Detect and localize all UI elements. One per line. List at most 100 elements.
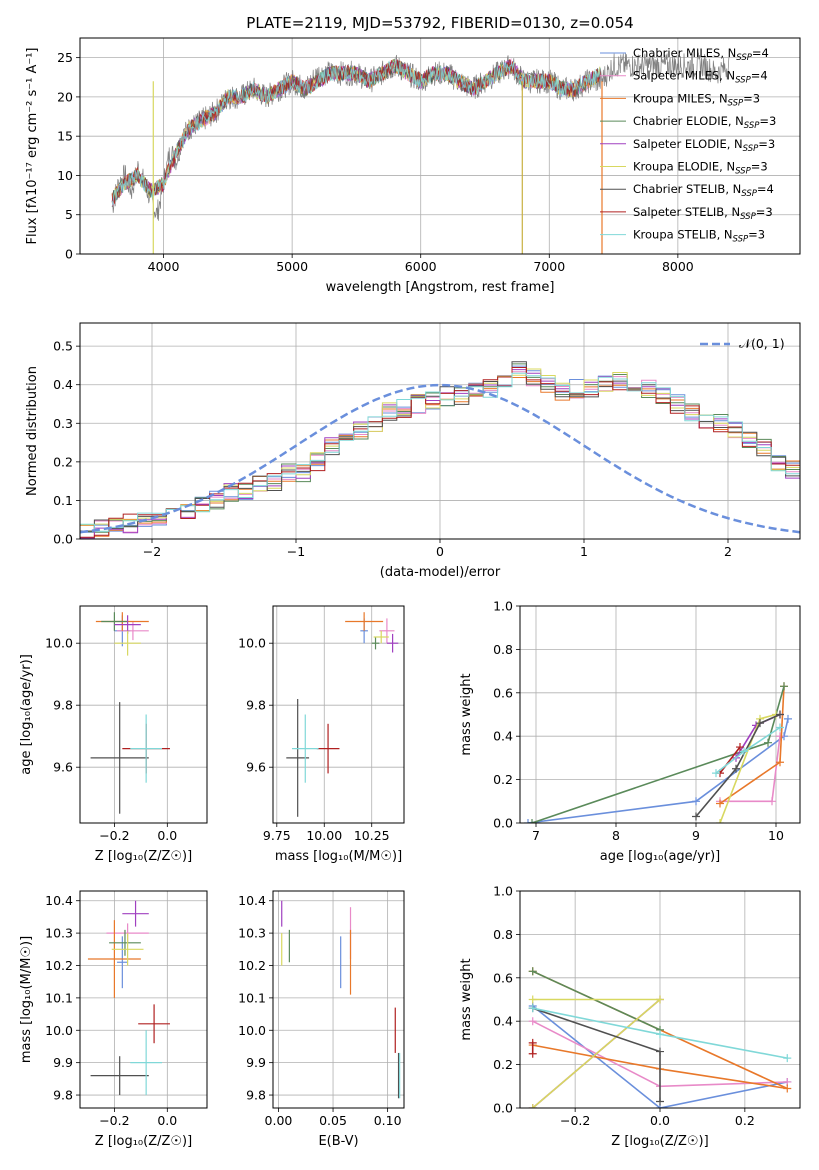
panel-mass_vs_Z: −0.2 0.0 9.8 9.9 10.0 10.1 10.2 10.3 10.4 Z [log₁… bbox=[19, 890, 208, 1149]
x-axis-label: E(B-V) bbox=[318, 1134, 358, 1149]
weight-marker bbox=[776, 758, 784, 767]
weight-marker bbox=[656, 1047, 664, 1056]
weight-marker bbox=[736, 743, 744, 752]
legend-entry: Salpeter ELODIE, NSSP=3 bbox=[633, 137, 775, 154]
legend-subscript: SSP bbox=[728, 98, 744, 108]
legend-text: =3 bbox=[751, 160, 768, 174]
weight-marker bbox=[732, 764, 740, 773]
y-tick-label: 10.1 bbox=[238, 990, 266, 1005]
weight-line bbox=[719, 746, 741, 774]
y-tick-label: 10.0 bbox=[45, 636, 73, 651]
weight-line bbox=[719, 713, 777, 823]
y-tick-label: 10.4 bbox=[45, 893, 73, 908]
legend-subscript: SSP bbox=[736, 53, 752, 63]
y-axis-label: mass weight bbox=[459, 673, 474, 755]
legend-text: Chabrier STELIB, N bbox=[633, 182, 741, 196]
plot-area bbox=[281, 900, 401, 1099]
axes-frame bbox=[79, 322, 801, 540]
y-tick-label: 9.8 bbox=[53, 1088, 73, 1103]
weight-marker bbox=[528, 1017, 537, 1026]
axes-frame bbox=[79, 605, 208, 824]
residual-histogram bbox=[80, 367, 800, 538]
y-tick-label: 9.9 bbox=[53, 1055, 73, 1070]
y-axis-label: Flux [fλ10⁻¹⁷ erg cm⁻² s⁻¹ A⁻¹] bbox=[25, 48, 40, 245]
y-tick-label: 0.4 bbox=[53, 377, 73, 392]
panel-weight_vs_age: 7 8 9 10 0.0 0.2 0.4 0.6 0.8 1.0 age [log₁₀(age/yr… bbox=[459, 599, 801, 864]
legend-entry: Kroupa MILES, NSSP=3 bbox=[633, 91, 760, 108]
legend-entry: Kroupa ELODIE, NSSP=3 bbox=[633, 160, 768, 177]
panel-residuals: −2 −1 0 1 2 0.0 0.1 0.2 0.3 0.4 0.5 (data-model)/er… bbox=[25, 322, 801, 580]
weight-marker bbox=[524, 819, 532, 823]
plot-area bbox=[87, 900, 170, 1096]
plot-area bbox=[80, 361, 800, 539]
y-tick-label: 0 bbox=[65, 247, 73, 262]
y-tick-label: 0.4 bbox=[493, 729, 513, 744]
axes-frame bbox=[79, 37, 801, 255]
residual-histogram bbox=[80, 369, 800, 539]
plot-area bbox=[528, 967, 792, 1108]
legend-text: Salpeter STELIB, N bbox=[633, 205, 740, 219]
weight-marker bbox=[528, 967, 537, 976]
weight-marker bbox=[716, 799, 724, 808]
x-tick-label: −1 bbox=[287, 544, 305, 559]
x-axis-label: Z [log₁₀(Z/Z☉)] bbox=[95, 849, 192, 864]
y-tick-label: 0.0 bbox=[53, 532, 73, 547]
x-tick-label: 0.0 bbox=[157, 1113, 177, 1128]
x-axis-label: Z [log₁₀(Z/Z☉)] bbox=[611, 1134, 708, 1149]
weight-marker bbox=[656, 1030, 664, 1039]
plot-area bbox=[90, 612, 170, 814]
legend-subscript: SSP bbox=[740, 212, 756, 222]
legend-text: =4 bbox=[751, 69, 768, 83]
y-tick-label: 5 bbox=[65, 207, 73, 222]
weight-marker bbox=[528, 1104, 537, 1108]
y-tick-label: 25 bbox=[57, 50, 73, 65]
y-tick-label: 10.0 bbox=[238, 1023, 266, 1038]
x-tick-label: 8 bbox=[612, 828, 620, 843]
x-axis-label: age [log₁₀(age/yr)] bbox=[600, 849, 721, 864]
legend-subscript: SSP bbox=[735, 167, 751, 177]
panel-mass_vs_ebv: 0.00 0.05 0.10 9.8 9.9 10.0 10.1 10.2 10.3 10.4 E(… bbox=[238, 890, 405, 1149]
x-tick-label: 9.75 bbox=[263, 828, 291, 843]
y-tick-label: 0.2 bbox=[493, 772, 513, 787]
weight-marker bbox=[712, 769, 720, 778]
legend-subscript: SSP bbox=[744, 121, 760, 131]
x-axis-label: wavelength [Angstrom, rest frame] bbox=[326, 280, 555, 295]
weight-marker bbox=[656, 995, 664, 1004]
legend-text: =3 bbox=[756, 205, 773, 219]
weight-marker bbox=[656, 1097, 664, 1106]
y-tick-label: 10.2 bbox=[238, 958, 266, 973]
x-axis-label: (data-model)/error bbox=[380, 565, 501, 580]
legend-text: Kroupa STELIB, N bbox=[633, 228, 733, 242]
y-axis-label: mass [log₁₀(M/M☉)] bbox=[19, 936, 34, 1063]
y-tick-label: 9.6 bbox=[53, 760, 73, 775]
legend: 𝒩(0, 1) bbox=[700, 336, 785, 351]
y-tick-label: 9.8 bbox=[53, 698, 73, 713]
y-tick-label: 10.1 bbox=[45, 990, 73, 1005]
x-tick-label: 9 bbox=[692, 828, 700, 843]
legend-entry: Chabrier STELIB, NSSP=4 bbox=[633, 182, 774, 199]
y-tick-label: 10 bbox=[57, 168, 73, 183]
legend-text: =4 bbox=[757, 182, 774, 196]
legend-text: =3 bbox=[759, 114, 776, 128]
y-tick-label: 9.9 bbox=[246, 1055, 266, 1070]
model-spectrum-line bbox=[111, 60, 601, 205]
legend-entry: Kroupa STELIB, NSSP=3 bbox=[633, 228, 765, 245]
x-tick-label: 1 bbox=[580, 544, 588, 559]
weight-marker bbox=[776, 732, 784, 741]
weight-marker bbox=[528, 995, 537, 1004]
weight-marker bbox=[776, 723, 784, 732]
weight-line bbox=[532, 1005, 788, 1108]
y-tick-label: 0.3 bbox=[53, 416, 73, 431]
x-tick-label: 6000 bbox=[405, 259, 437, 274]
x-tick-label: −0.2 bbox=[99, 1113, 129, 1128]
y-tick-label: 0.6 bbox=[493, 970, 513, 985]
weight-marker bbox=[784, 714, 792, 723]
panel-age_vs_Z: −0.2 0.0 9.6 9.8 10.0 Z [log₁₀(Z/Z☉)] age [log… bbox=[19, 605, 208, 864]
plot-area bbox=[524, 682, 792, 823]
legend-subscript: SSP bbox=[741, 189, 757, 199]
axes-frame bbox=[272, 605, 405, 824]
weight-marker bbox=[716, 819, 724, 823]
weight-marker bbox=[528, 819, 536, 823]
weight-marker bbox=[528, 1038, 537, 1047]
